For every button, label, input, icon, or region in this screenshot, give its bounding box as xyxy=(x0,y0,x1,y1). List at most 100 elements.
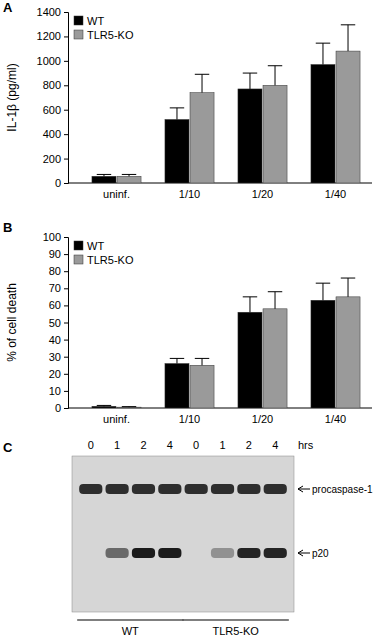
band-arrow xyxy=(298,486,310,492)
bar xyxy=(311,65,335,183)
y-tick: 1400 xyxy=(37,6,68,18)
y-tick-mark xyxy=(64,357,68,358)
y-tick: 50 xyxy=(49,317,68,329)
bar xyxy=(117,407,141,408)
lane-label: 2 xyxy=(246,439,252,451)
blot-band xyxy=(132,548,155,558)
blot-band xyxy=(237,484,260,494)
y-tick-mark xyxy=(64,408,68,409)
lane-label: 1 xyxy=(114,439,120,451)
panel-label: A xyxy=(3,0,13,15)
y-tick: 40 xyxy=(49,334,68,346)
blot-band xyxy=(264,548,287,558)
y-tick-label: 1200 xyxy=(37,30,61,42)
band-arrow xyxy=(298,550,310,556)
group-bracket xyxy=(183,619,289,620)
plot-area xyxy=(92,278,360,408)
plot-area xyxy=(92,25,360,183)
y-axis-line xyxy=(64,238,69,409)
x-tick-label: 1/20 xyxy=(252,188,273,200)
y-tick-label: 600 xyxy=(43,104,61,116)
y-axis-title: % of cell death xyxy=(5,283,19,362)
blot-band xyxy=(264,484,287,494)
y-tick-label: 70 xyxy=(49,282,61,294)
y-axis-title: IL-1β (pg/ml) xyxy=(5,63,19,131)
bar xyxy=(190,93,214,183)
error-bar xyxy=(122,174,136,176)
group-label: TLR5-KO xyxy=(212,625,259,637)
blot-band xyxy=(79,548,102,558)
y-tick-mark xyxy=(64,271,68,272)
band-label: procaspase-1 xyxy=(312,484,373,495)
y-tick-label: 40 xyxy=(49,334,61,346)
legend-swatch xyxy=(74,255,83,264)
lane-label: 2 xyxy=(140,439,146,451)
y-tick-mark xyxy=(64,61,68,62)
y-tick: 0 xyxy=(55,402,68,414)
legend-entry: WT xyxy=(74,240,104,252)
y-tick-mark xyxy=(64,134,68,135)
error-bar xyxy=(316,43,330,64)
x-tick: 1/40 xyxy=(325,188,346,200)
y-tick: 80 xyxy=(49,265,68,277)
bar xyxy=(92,176,116,183)
blot-band xyxy=(185,484,208,494)
y-tick-label: 30 xyxy=(49,351,61,363)
legend: WT TLR5-KO xyxy=(74,15,134,41)
legend-swatch xyxy=(74,241,83,250)
legend-entry: TLR5-KO xyxy=(74,254,134,266)
error-bar xyxy=(195,358,209,365)
panel-label: B xyxy=(3,220,12,235)
y-tick: 30 xyxy=(49,351,68,363)
y-tick-mark xyxy=(64,391,68,392)
x-tick-label: uninf. xyxy=(103,188,130,200)
y-tick: 0 xyxy=(55,177,68,189)
blot-band xyxy=(106,548,129,558)
y-tick-label: 10 xyxy=(49,385,61,397)
error-bar xyxy=(170,358,184,363)
x-tick-label: uninf. xyxy=(103,413,130,425)
y-tick-mark xyxy=(64,374,68,375)
legend-label: WT xyxy=(87,240,104,252)
legend-swatch xyxy=(74,30,83,39)
error-bar xyxy=(195,74,209,92)
y-tick: 400 xyxy=(43,128,68,140)
blot-band xyxy=(211,484,234,494)
y-tick: 60 xyxy=(49,299,68,311)
lane-label: 0 xyxy=(88,439,94,451)
y-tick: 10 xyxy=(49,385,68,397)
x-axis: uninf. 1/10 1/20 1/40 xyxy=(68,183,372,200)
band-label: p20 xyxy=(312,548,329,559)
legend-entry: WT xyxy=(74,15,104,27)
error-bar xyxy=(341,25,355,51)
x-tick-label: 1/10 xyxy=(179,188,200,200)
bar xyxy=(238,312,262,408)
bar xyxy=(263,309,287,408)
x-tick-label: 1/20 xyxy=(252,413,273,425)
error-bar xyxy=(97,174,111,176)
figure: A0200400600800100012001400IL-1β (pg/ml)u… xyxy=(0,0,378,643)
blot-band xyxy=(211,548,234,558)
y-tick-label: 20 xyxy=(49,368,61,380)
group-label: WT xyxy=(122,625,139,637)
y-tick-label: 50 xyxy=(49,317,61,329)
x-tick-label: 1/40 xyxy=(325,413,346,425)
y-tick-label: 90 xyxy=(49,248,61,260)
bar xyxy=(117,176,141,183)
x-tick: 1/20 xyxy=(252,413,273,425)
y-tick-mark xyxy=(64,12,68,13)
y-tick-label: 100 xyxy=(43,231,61,243)
y-tick-mark xyxy=(64,340,68,341)
bar xyxy=(238,89,262,183)
time-unit: hrs xyxy=(298,439,314,451)
y-axis-line xyxy=(64,13,69,184)
y-tick-label: 1000 xyxy=(37,55,61,67)
y-tick: 90 xyxy=(49,248,68,260)
legend-label: TLR5-KO xyxy=(87,29,134,41)
y-tick: 800 xyxy=(43,79,68,91)
y-tick: 200 xyxy=(43,153,68,165)
y-tick-mark xyxy=(64,85,68,86)
x-tick-label: 1/40 xyxy=(325,188,346,200)
blot-band xyxy=(237,548,260,558)
legend-label: TLR5-KO xyxy=(87,254,134,266)
